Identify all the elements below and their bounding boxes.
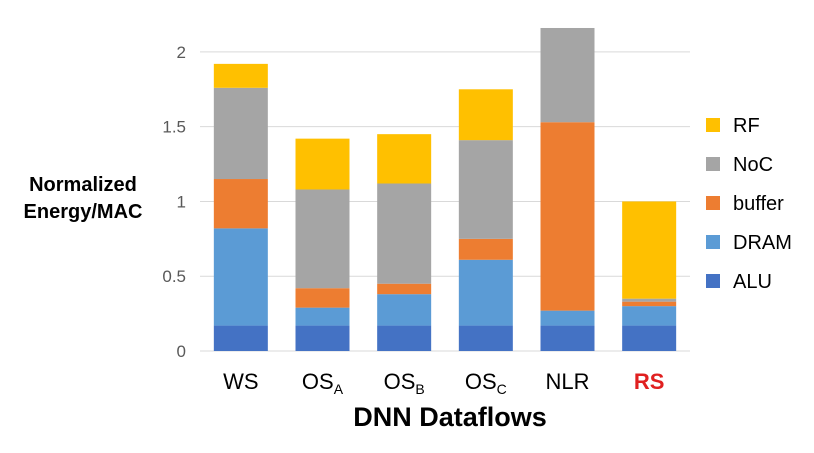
- legend-swatch-dram: [706, 235, 720, 249]
- bar-segment-noc: [213, 87, 268, 180]
- gridlines: [200, 51, 690, 352]
- legend-label-buffer: buffer: [733, 193, 784, 215]
- legend-label-noc: NoC: [733, 154, 773, 176]
- y-tick-label: 1.5: [162, 118, 186, 137]
- bar-segment-alu: [458, 325, 513, 351]
- x-tick-label: OSB: [384, 369, 425, 397]
- bar-segment-buffer: [295, 288, 350, 308]
- bar-segment-alu: [377, 325, 432, 351]
- bar-segment-noc: [622, 298, 677, 302]
- bar-segment-noc: [377, 183, 432, 284]
- y-tick-label: 0: [177, 342, 186, 361]
- legend: RF NoC buffer DRAM ALU: [706, 115, 792, 293]
- bar-segment-noc: [295, 189, 350, 289]
- bar-segment-dram: [295, 307, 350, 326]
- bar-segment-rf: [377, 134, 432, 184]
- legend-swatch-rf: [706, 118, 720, 132]
- bar-segment-alu: [540, 325, 595, 351]
- bar-segment-rf: [458, 89, 513, 141]
- bar-segment-dram: [458, 259, 513, 326]
- bar-segment-rf: [295, 138, 350, 190]
- bar-segment-buffer: [540, 122, 595, 311]
- x-tick-label: WS: [223, 369, 258, 394]
- bar-segment-noc: [540, 27, 595, 123]
- legend-swatch-alu: [706, 274, 720, 288]
- legend-label-alu: ALU: [733, 271, 772, 293]
- x-axis-ticks: WS OSA OSB OSC NLR RS: [223, 369, 664, 397]
- bar-segment-alu: [295, 325, 350, 351]
- x-tick-label: RS: [634, 369, 665, 394]
- x-axis-label: DNN Dataflows: [353, 402, 547, 432]
- bar-segment-buffer: [622, 301, 677, 307]
- legend-label-dram: DRAM: [733, 232, 792, 254]
- x-tick-label: OSC: [465, 369, 507, 397]
- bar-segment-dram: [213, 228, 268, 326]
- bar-segment-alu: [213, 325, 268, 351]
- bar-segment-rf: [622, 201, 677, 299]
- bar-segment-alu: [622, 325, 677, 351]
- bar-segment-dram: [540, 310, 595, 326]
- bar-segment-buffer: [213, 179, 268, 229]
- y-tick-label: 2: [177, 43, 186, 62]
- x-tick-label: OSA: [302, 369, 344, 397]
- x-tick-label: NLR: [545, 369, 589, 394]
- bar-segment-dram: [377, 294, 432, 326]
- y-tick-label: 0.5: [162, 267, 186, 286]
- bar-segment-buffer: [377, 283, 432, 295]
- y-tick-label: 1: [177, 192, 186, 211]
- bars: [213, 27, 677, 351]
- legend-swatch-buffer: [706, 196, 720, 210]
- y-axis-label: Normalized Energy/MAC: [24, 174, 143, 223]
- bar-segment-dram: [622, 306, 677, 326]
- legend-swatch-noc: [706, 157, 720, 171]
- y-axis-ticks: 0 0.5 1 1.5 2: [162, 43, 186, 361]
- bar-segment-noc: [458, 140, 513, 239]
- legend-label-rf: RF: [733, 115, 760, 137]
- bar-segment-buffer: [458, 238, 513, 260]
- bar-segment-rf: [213, 63, 268, 88]
